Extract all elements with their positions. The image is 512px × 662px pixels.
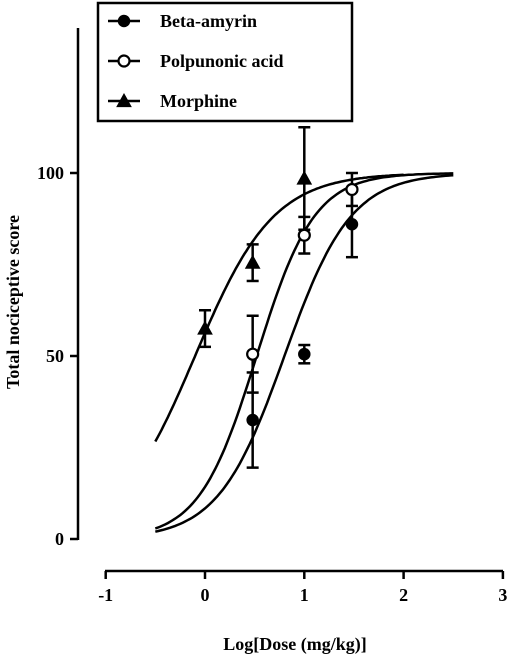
x-tick-label: 0 xyxy=(201,585,210,605)
fit-curve xyxy=(155,173,454,533)
legend-label: Beta-amyrin xyxy=(160,11,257,31)
data-point xyxy=(296,170,313,185)
y-axis-title: Total nociceptive score xyxy=(3,215,23,389)
data-point xyxy=(345,217,359,231)
data-points xyxy=(197,126,359,469)
legend-label: Morphine xyxy=(160,91,237,111)
x-tick-label: -1 xyxy=(98,585,113,605)
data-point xyxy=(117,54,131,68)
data-point xyxy=(297,228,311,242)
data-point xyxy=(246,413,259,427)
data-point xyxy=(298,347,311,361)
x-axis-title: Log[Dose (mg/kg)] xyxy=(223,634,366,655)
legend-box xyxy=(96,1,354,123)
data-point xyxy=(246,347,260,361)
data-point xyxy=(244,254,261,269)
legend: Beta-amyrin Polpunonic acid Morphine xyxy=(96,1,354,123)
y-tick-label: 50 xyxy=(46,346,64,366)
data-point xyxy=(345,182,359,197)
legend-label: Polpunonic acid xyxy=(160,51,284,71)
x-ticks: -1 0 1 2 3 xyxy=(98,571,507,605)
fit-curve xyxy=(154,173,404,443)
x-tick-label: 1 xyxy=(300,585,309,605)
x-tick-label: 3 xyxy=(498,585,507,605)
data-point xyxy=(117,14,131,28)
y-tick-label: 100 xyxy=(37,163,64,183)
data-point xyxy=(116,92,132,108)
y-ticks: 0 50 100 xyxy=(37,163,78,549)
data-point xyxy=(197,320,213,335)
x-tick-label: 2 xyxy=(399,585,408,605)
y-tick-label: 0 xyxy=(55,529,64,549)
